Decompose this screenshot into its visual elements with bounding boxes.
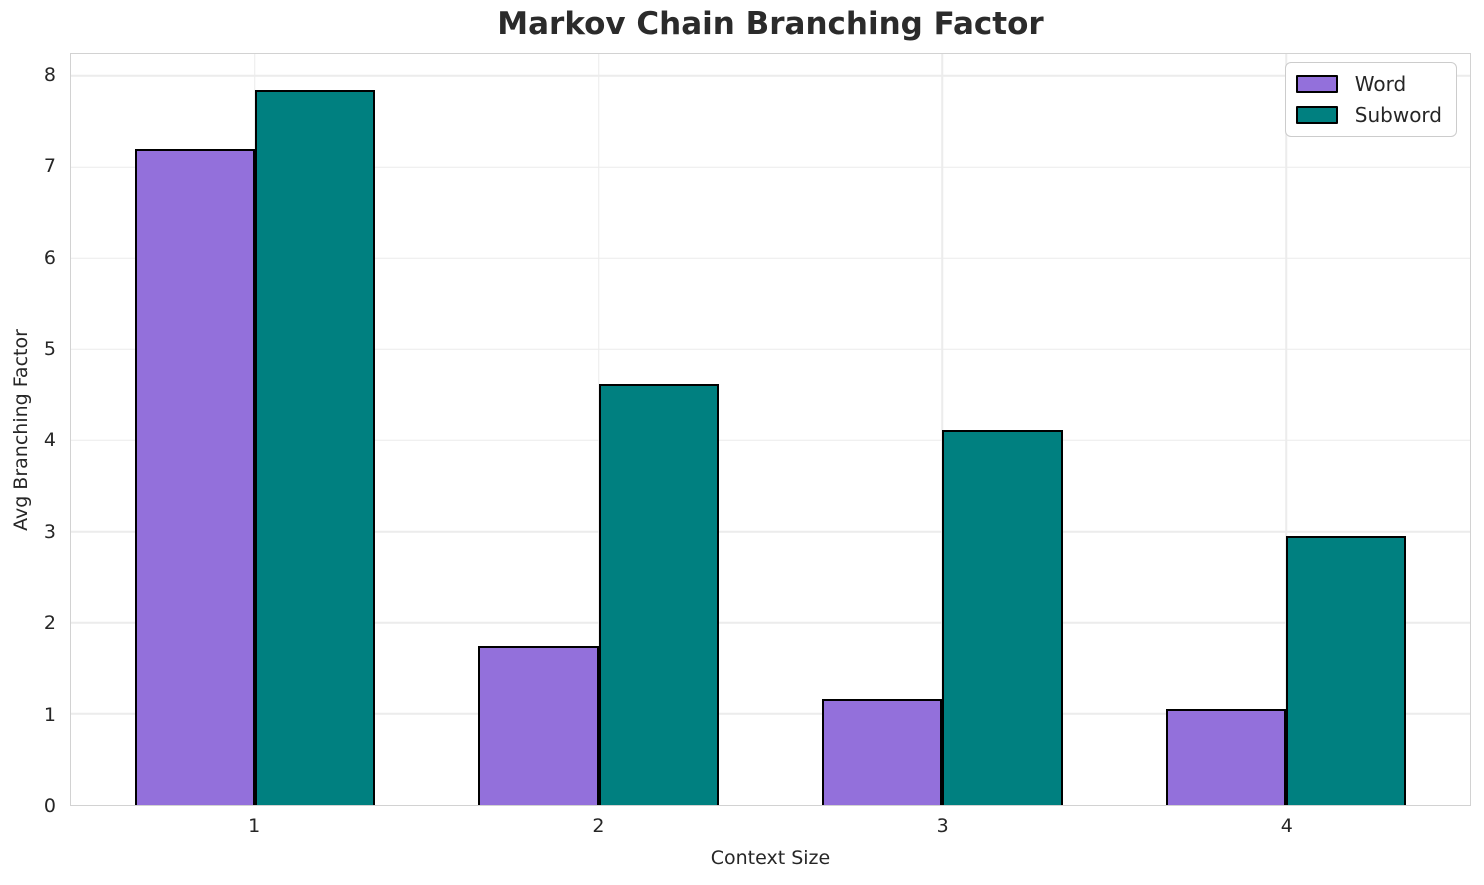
plot-area: Word Subword <box>70 53 1471 806</box>
gridline-h-4 <box>71 439 1470 442</box>
gridline-h-2 <box>71 621 1470 624</box>
legend-item-subword: Subword <box>1295 103 1442 127</box>
legend-label-word: Word <box>1354 72 1407 96</box>
bar-subword-2 <box>598 383 719 805</box>
y-tick-label-5: 5 <box>43 338 56 361</box>
x-tick-label-3: 3 <box>936 815 949 837</box>
gridline-h-8 <box>71 75 1470 77</box>
chart-title: Markov Chain Branching Factor <box>497 6 1044 42</box>
y-tick-label-4: 4 <box>43 429 56 452</box>
gridline-v-4 <box>1285 54 1287 805</box>
gridline-h-3 <box>71 530 1470 533</box>
legend-swatch-subword <box>1295 106 1338 124</box>
x-tick-label-1: 1 <box>248 815 261 837</box>
gridline-h-5 <box>71 348 1470 351</box>
legend-item-word: Word <box>1295 72 1442 96</box>
gridline-h-6 <box>71 257 1470 259</box>
gridline-h-1 <box>71 713 1470 715</box>
x-axis-label: Context Size <box>710 847 831 869</box>
bar-subword-3 <box>942 429 1063 805</box>
y-tick-label-0: 0 <box>43 795 56 817</box>
bar-word-1 <box>134 148 255 805</box>
gridline-h-7 <box>71 166 1470 168</box>
bar-word-4 <box>1165 709 1287 805</box>
y-tick-label-7: 7 <box>43 155 56 178</box>
legend: Word Subword <box>1284 62 1457 137</box>
bar-subword-4 <box>1286 536 1407 805</box>
legend-swatch-word <box>1295 75 1338 93</box>
y-tick-label-3: 3 <box>43 520 56 543</box>
y-tick-label-8: 8 <box>43 63 56 86</box>
bar-word-3 <box>822 699 943 805</box>
bar-word-2 <box>478 646 599 805</box>
y-tick-label-6: 6 <box>43 246 56 269</box>
x-tick-label-2: 2 <box>592 815 605 837</box>
x-axis-ticks: 1 2 3 4 <box>70 813 1471 839</box>
x-tick-label-4: 4 <box>1280 815 1293 837</box>
bar-subword-1 <box>254 89 376 805</box>
legend-label-subword: Subword <box>1354 103 1442 127</box>
y-axis-ticks: 0 1 2 3 4 5 6 7 8 <box>0 53 56 817</box>
y-tick-label-1: 1 <box>43 703 56 726</box>
y-tick-label-2: 2 <box>43 612 56 635</box>
